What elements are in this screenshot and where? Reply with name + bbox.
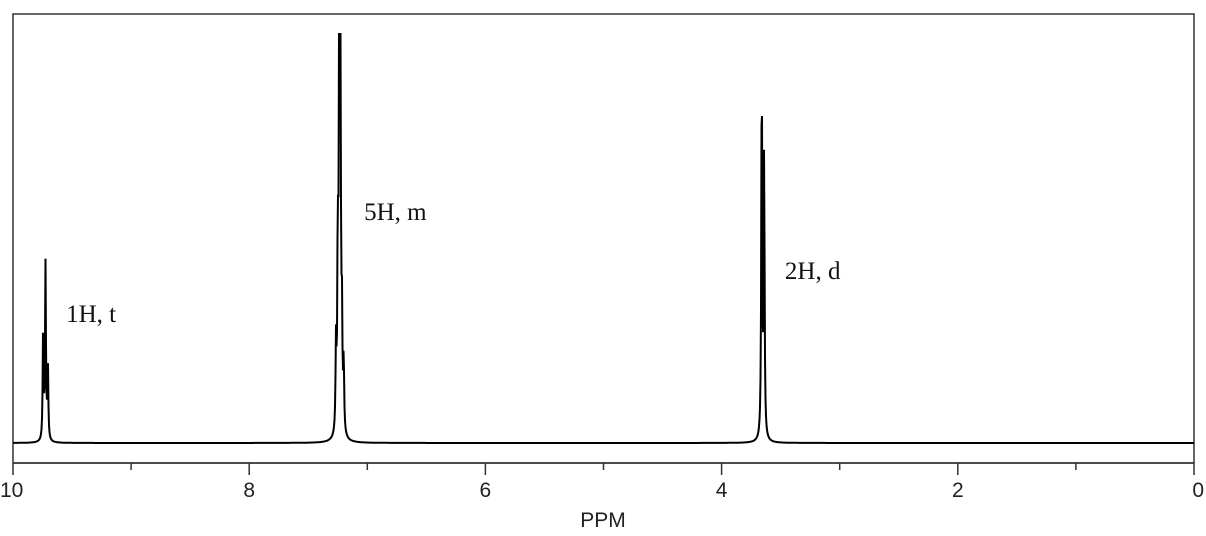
x-tick-label-3: 4	[716, 479, 728, 502]
x-tick-label-1: 8	[243, 479, 255, 502]
peak-label-1: 5H, m	[364, 199, 427, 226]
peak-labels: 1H, t 5H, m 2H, d	[66, 199, 841, 328]
spectrum-trace	[13, 33, 1194, 444]
x-axis-ticks	[12, 463, 1195, 475]
peak-label-2: 2H, d	[785, 258, 841, 285]
x-tick-label-0: 10	[0, 479, 23, 502]
x-axis-tick-labels: 10 8 6 4 2 0	[0, 479, 1204, 502]
x-tick-label-4: 2	[952, 479, 964, 502]
peak-label-0: 1H, t	[66, 301, 116, 328]
plot-frame	[12, 13, 1195, 464]
x-axis-title: PPM	[580, 509, 626, 532]
x-tick-label-5: 0	[1192, 479, 1204, 502]
x-tick-label-2: 6	[480, 479, 492, 502]
